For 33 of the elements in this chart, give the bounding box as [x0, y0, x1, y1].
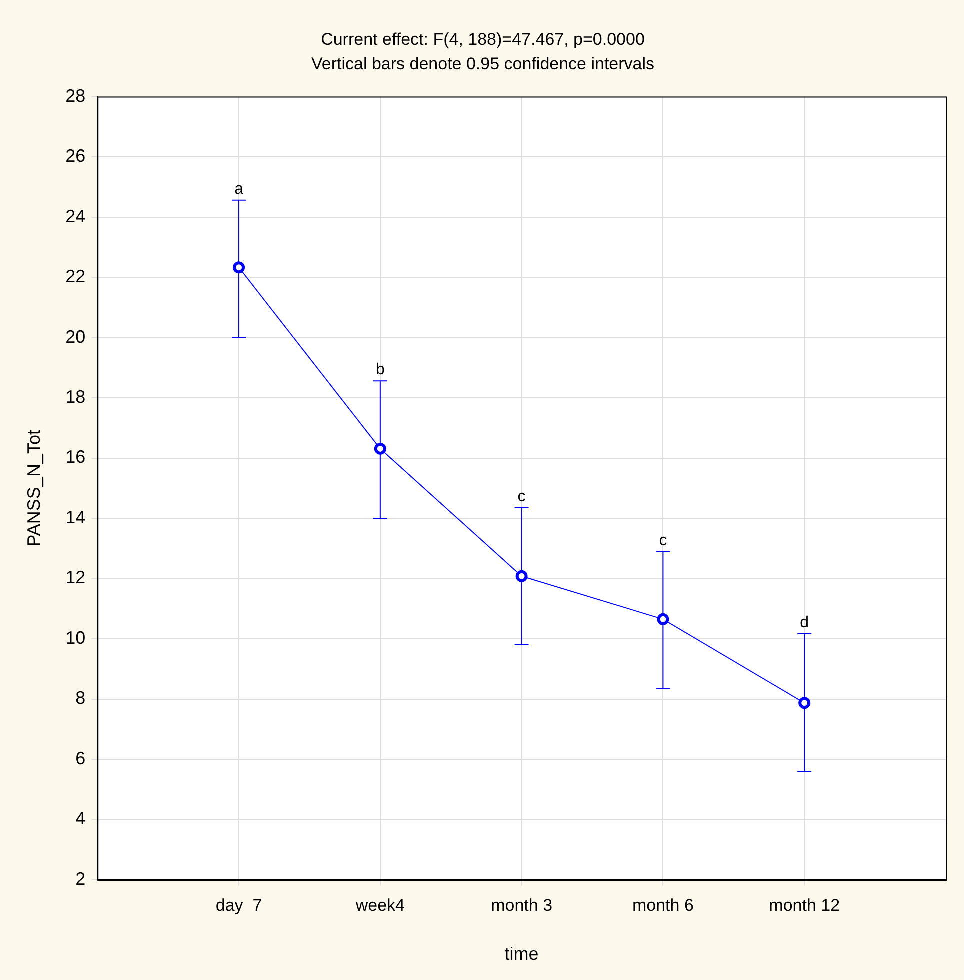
chart-subtitle: Vertical bars denote 0.95 confidence intervals — [311, 54, 655, 74]
y-tick-label: 24 — [66, 206, 86, 226]
y-tick-label: 26 — [66, 146, 86, 166]
point — [374, 442, 386, 455]
y-tick-label: 12 — [66, 568, 86, 588]
x-tick-label: month 6 — [632, 896, 694, 915]
y-tick-label: 20 — [66, 326, 86, 347]
x-tick-label: week4 — [354, 896, 405, 915]
y-tick-label: 4 — [76, 808, 86, 829]
annotation: b — [376, 362, 385, 379]
y-tick-label: 18 — [66, 387, 86, 407]
annotation: a — [234, 180, 244, 198]
y-tick-label: 2 — [76, 868, 86, 889]
x-axis-title: time — [504, 944, 539, 964]
point — [798, 697, 811, 710]
y-tick-label: 28 — [66, 86, 86, 106]
y-tick-label: 16 — [66, 447, 86, 468]
annotation: c — [518, 488, 526, 506]
annotation: d — [800, 614, 810, 632]
y-tick-label: 14 — [66, 507, 86, 528]
y-tick-label: 8 — [76, 688, 86, 708]
y-tick-label: 10 — [66, 628, 86, 648]
point — [657, 613, 670, 626]
chart-title: Current effect: F(4, 188)=47.467, p=0.0000 — [321, 30, 645, 49]
point — [516, 570, 528, 582]
y-tick-label: 6 — [76, 748, 86, 768]
y-tick-label: 22 — [66, 266, 86, 287]
x-tick-label: month 3 — [491, 896, 553, 915]
x-tick-label: day 7 — [216, 896, 262, 915]
x-tick-label: month 12 — [769, 896, 840, 915]
annotation: c — [659, 532, 668, 550]
point — [233, 262, 246, 274]
y-axis-title: PANSS_N_Tot — [24, 430, 44, 547]
